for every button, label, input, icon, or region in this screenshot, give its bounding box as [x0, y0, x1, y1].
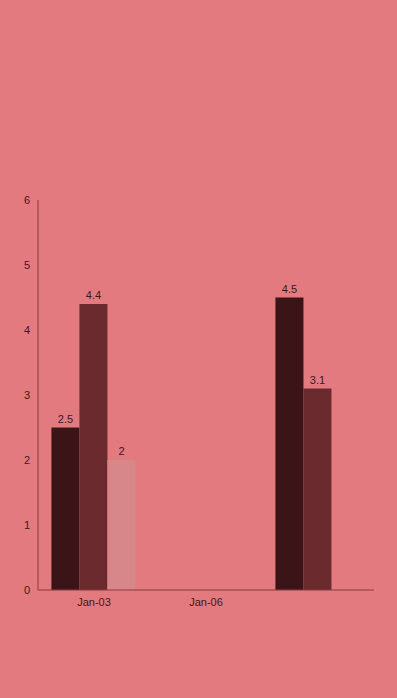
svg-text:6: 6	[24, 194, 30, 206]
svg-text:2.5: 2.5	[58, 413, 73, 425]
svg-text:4: 4	[24, 324, 30, 336]
svg-text:Jan-06: Jan-06	[189, 596, 223, 608]
svg-text:Jan-03: Jan-03	[77, 596, 111, 608]
svg-text:1: 1	[24, 519, 30, 531]
svg-text:0: 0	[24, 584, 30, 596]
svg-text:5: 5	[24, 259, 30, 271]
svg-text:2: 2	[24, 454, 30, 466]
svg-text:3.1: 3.1	[310, 374, 325, 386]
svg-text:4.4: 4.4	[86, 289, 101, 301]
svg-text:4.5: 4.5	[282, 283, 297, 295]
svg-text:3: 3	[24, 389, 30, 401]
svg-text:2: 2	[118, 445, 124, 457]
